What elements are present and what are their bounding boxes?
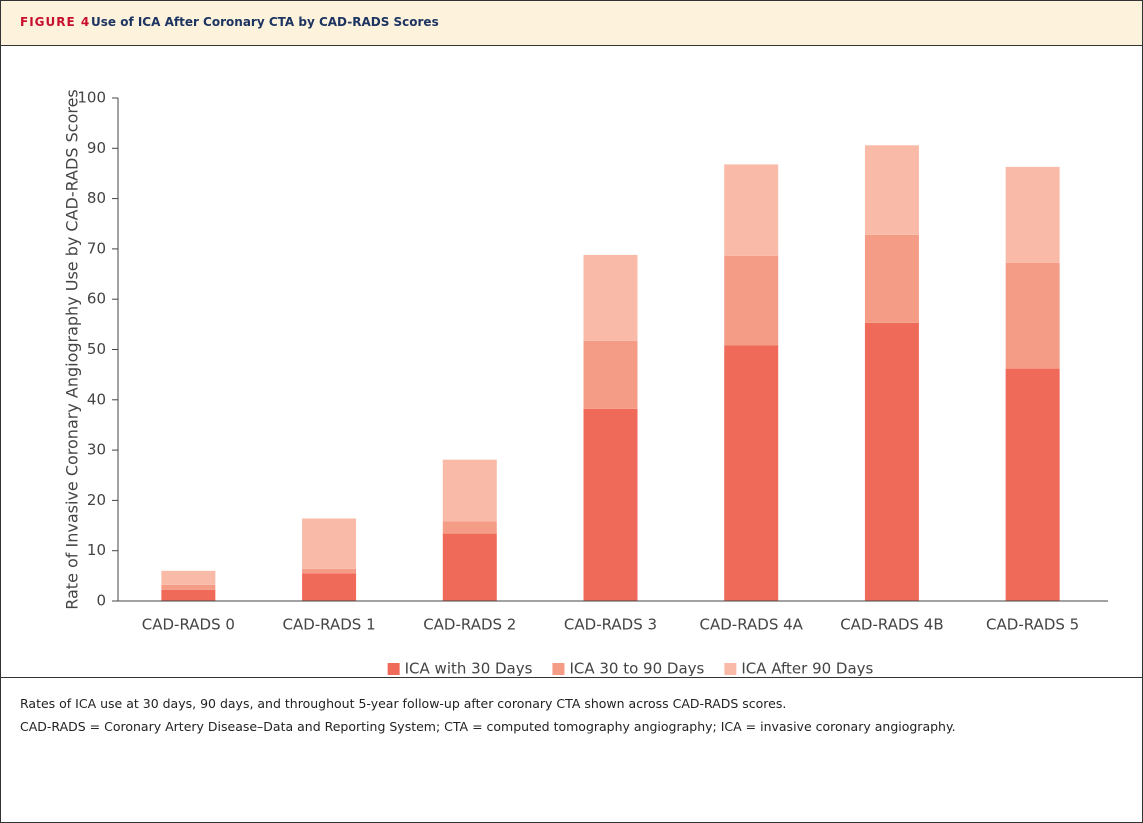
- x-tick-label: CAD-RADS 1: [282, 616, 375, 634]
- figure-title: Use of ICA After Coronary CTA by CAD-RAD…: [91, 15, 439, 29]
- legend-label: ICA with 30 Days: [405, 660, 533, 677]
- bar-segment: [161, 584, 216, 590]
- y-tick-label: 40: [87, 390, 106, 408]
- x-tick-label: CAD-RADS 4A: [700, 616, 804, 634]
- y-tick-label: 80: [87, 189, 106, 207]
- figure-label: FIGURE 4: [20, 15, 91, 29]
- x-tick-label: CAD-RADS 2: [423, 616, 516, 634]
- y-tick-label: 90: [87, 139, 106, 157]
- bar-segment: [1005, 368, 1060, 601]
- bar-segment: [442, 521, 497, 534]
- bar-segment: [442, 459, 497, 522]
- bar-segment: [864, 145, 919, 235]
- y-tick-label: 50: [87, 340, 106, 358]
- y-tick-label: 70: [87, 239, 106, 257]
- bar-segment: [302, 518, 357, 569]
- bar-segment: [724, 255, 779, 346]
- y-tick-label: 0: [96, 592, 106, 610]
- bar-segment: [302, 568, 357, 574]
- legend-swatch: [552, 663, 565, 675]
- bar-segment: [302, 573, 357, 601]
- x-tick-label: CAD-RADS 0: [142, 616, 235, 634]
- legend-label: ICA After 90 Days: [741, 660, 873, 677]
- x-tick-label: CAD-RADS 4B: [840, 616, 943, 634]
- caption-text: CAD-RADS = Coronary Artery Disease–Data …: [20, 719, 956, 734]
- bar-segment: [583, 340, 638, 409]
- bar-segment: [161, 589, 216, 601]
- legend-label: ICA 30 to 90 Days: [569, 660, 704, 677]
- y-tick-label: 20: [87, 491, 106, 509]
- bar-segment: [583, 254, 638, 341]
- chart: Rate of Invasive Coronary Angiography Us…: [63, 89, 1108, 677]
- caption-text: Rates of ICA use at 30 days, 90 days, an…: [20, 696, 787, 711]
- bar-segment: [161, 570, 216, 585]
- bar-segment: [864, 234, 919, 323]
- bar-segment: [864, 322, 919, 601]
- y-tick-label: 10: [87, 541, 106, 559]
- x-tick-label: CAD-RADS 5: [986, 616, 1079, 634]
- y-axis-label: Rate of Invasive Coronary Angiography Us…: [63, 89, 82, 610]
- bar-segment: [442, 533, 497, 601]
- bar-segment: [724, 345, 779, 601]
- figure-header: FIGURE 4 Use of ICA After Coronary CTA b…: [1, 1, 1142, 46]
- legend-swatch: [724, 663, 737, 675]
- bar-segment: [724, 164, 779, 256]
- bar-segment: [1005, 166, 1060, 263]
- y-tick-label: 60: [87, 290, 106, 308]
- y-tick-label: 30: [87, 441, 106, 459]
- x-tick-label: CAD-RADS 3: [564, 616, 657, 634]
- legend-swatch: [387, 663, 400, 675]
- bar-segment: [583, 408, 638, 601]
- legend: ICA with 30 Days ICA 30 to 90 Days ICA Aft…: [387, 660, 874, 677]
- caption: Rates of ICA use at 30 days, 90 days, an…: [1, 677, 1142, 738]
- y-tick-label: 100: [77, 89, 106, 107]
- bar-segment: [1005, 262, 1060, 369]
